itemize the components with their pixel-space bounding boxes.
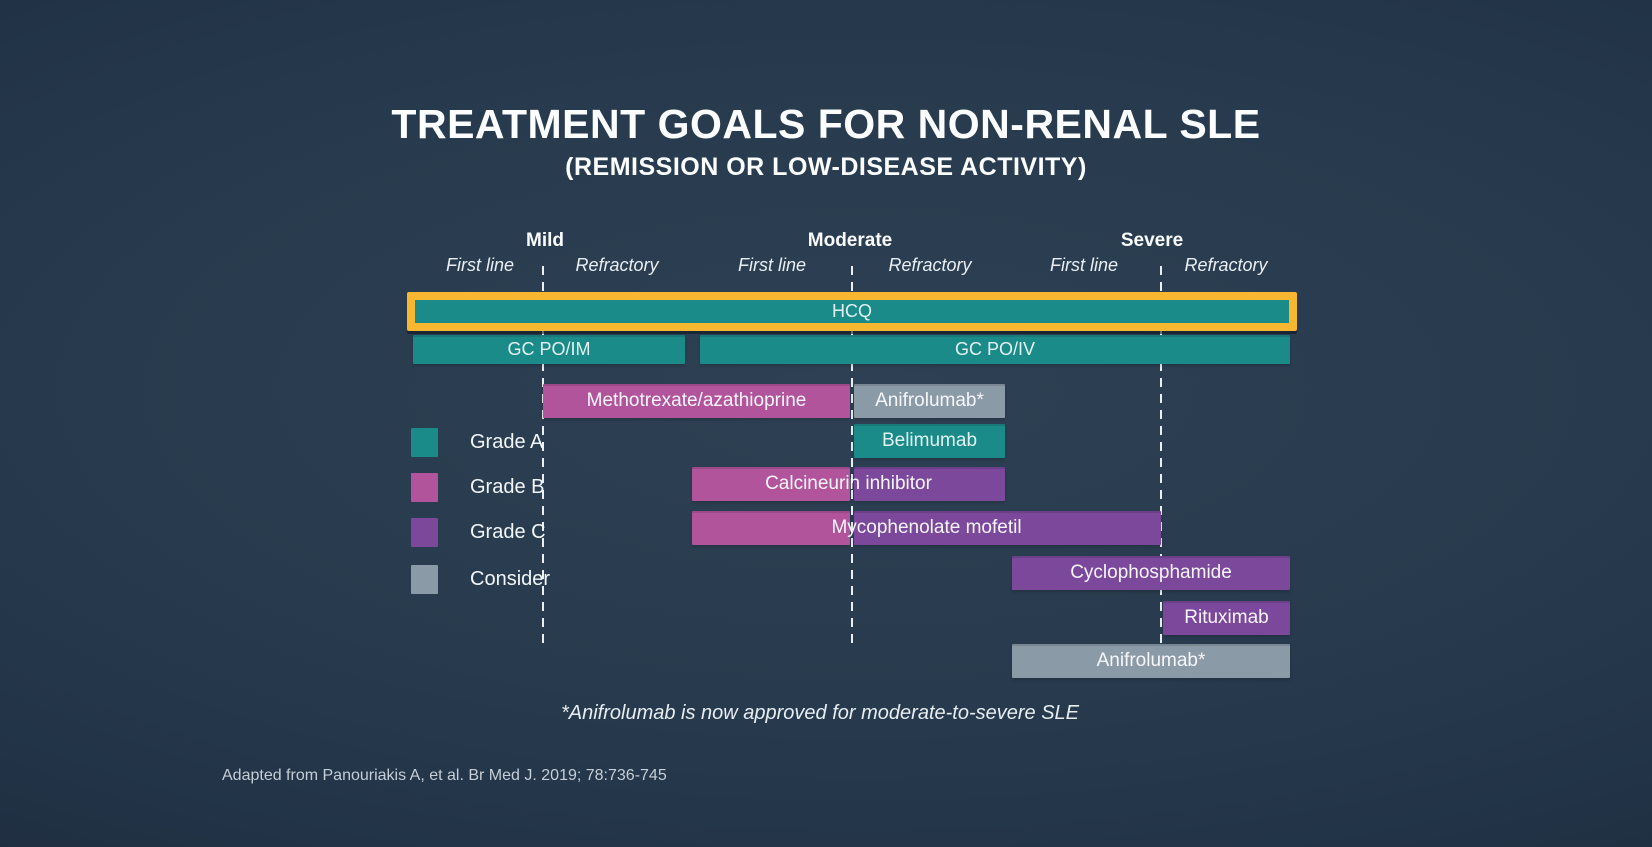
bar-anifrolumab-moderate: Anifrolumab* bbox=[854, 384, 1005, 418]
legend-label-grade-c: Grade C bbox=[470, 521, 546, 543]
bar-mycophenolate-mofetil: Mycophenolate mofetil bbox=[692, 511, 1161, 545]
bar-anifrolumab-severe: Anifrolumab* bbox=[1012, 644, 1290, 678]
legend-label-grade-a: Grade A bbox=[470, 431, 544, 453]
citation: Adapted from Panouriakis A, et al. Br Me… bbox=[222, 767, 667, 784]
bar-gc-po-iv: GC PO/IV bbox=[700, 335, 1290, 364]
mild-first-line-label: First line bbox=[445, 255, 515, 275]
legend-swatch-grade-b bbox=[411, 473, 438, 502]
bar-calcineurin-inhibitor: Calcineurin inhibitor bbox=[692, 467, 1005, 501]
mycophenolate-grade-c-segment bbox=[854, 511, 1161, 545]
bar-hcq-highlight-frame: HCQ bbox=[407, 292, 1297, 331]
bar-calcineurin-label: Calcineurin inhibitor bbox=[765, 473, 932, 494]
legend-label-grade-b: Grade B bbox=[470, 476, 545, 498]
divider-severe bbox=[1160, 266, 1162, 648]
severity-label-moderate: Moderate bbox=[807, 230, 893, 251]
bar-rituximab: Rituximab bbox=[1163, 601, 1290, 635]
page-subtitle: (REMISSION OR LOW-DISEASE ACTIVITY) bbox=[565, 153, 1087, 181]
severe-first-line-label: First line bbox=[1049, 255, 1119, 275]
bar-belimumab: Belimumab bbox=[854, 424, 1005, 458]
calcineurin-grade-c-segment bbox=[854, 467, 1005, 501]
legend-swatch-consider bbox=[411, 565, 438, 594]
bar-methotrexate-azathioprine: Methotrexate/azathioprine bbox=[543, 384, 850, 418]
legend-swatch-grade-a bbox=[411, 428, 438, 457]
bar-cyclophosphamide: Cyclophosphamide bbox=[1012, 556, 1290, 590]
divider-moderate bbox=[851, 266, 853, 648]
bar-hcq: HCQ bbox=[415, 300, 1289, 323]
severity-label-severe: Severe bbox=[1120, 230, 1184, 251]
calcineurin-grade-b-segment bbox=[692, 467, 850, 501]
legend-swatch-grade-c bbox=[411, 518, 438, 547]
mild-refractory-label: Refractory bbox=[575, 255, 659, 275]
moderate-first-line-label: First line bbox=[737, 255, 807, 275]
moderate-refractory-label: Refractory bbox=[888, 255, 972, 275]
treatment-chart: Mild Moderate Severe First line Refracto… bbox=[407, 230, 1297, 700]
page-title: TREATMENT GOALS FOR NON-RENAL SLE bbox=[391, 101, 1261, 147]
bar-mycophenolate-label: Mycophenolate mofetil bbox=[831, 517, 1022, 538]
divider-mild bbox=[542, 266, 544, 648]
legend-label-consider: Consider bbox=[470, 568, 551, 590]
severity-label-mild: Mild bbox=[526, 230, 564, 251]
severe-refractory-label: Refractory bbox=[1184, 255, 1268, 275]
bar-gc-po-im: GC PO/IM bbox=[413, 335, 685, 364]
footnote: *Anifrolumab is now approved for moderat… bbox=[560, 702, 1080, 724]
mycophenolate-grade-b-segment bbox=[692, 511, 850, 545]
